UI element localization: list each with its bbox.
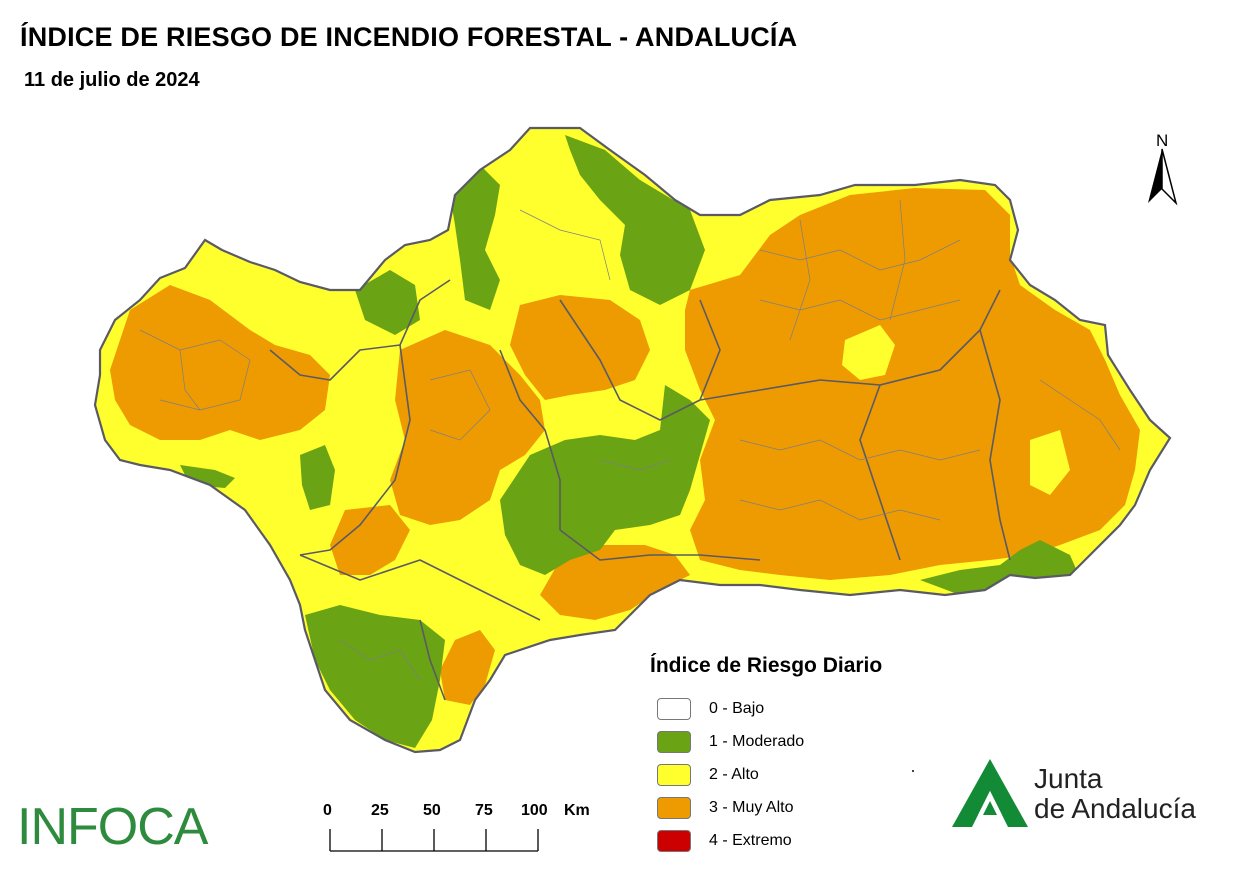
zone-muy-alto-sevilla [390,330,545,525]
legend-title: Índice de Riesgo Diario [650,654,883,677]
zone-alto-almeria [1030,430,1070,495]
junta-andalucia-wordmark: Junta de Andalucía [1034,764,1196,824]
north-arrow-icon [1148,148,1178,206]
scale-unit: Km [564,802,590,819]
map-title: ÍNDICE DE RIESGO DE INCENDIO FORESTAL - … [20,22,798,52]
zone-moderado-coast-east [920,540,1080,595]
stray-dot [912,770,914,772]
scale-tick-25: 25 [371,802,389,819]
legend-item: 4 - Extremo [650,824,882,857]
legend-swatch-bajo [657,697,691,720]
zone-alto-sierra [842,325,895,380]
scale-tick-75: 75 [475,802,493,819]
zone-muy-alto-east [685,188,1140,580]
north-label: N [1156,131,1169,150]
junta-line1: Junta [1034,763,1103,794]
zone-moderado-northwest [450,165,500,310]
zone-muy-alto-cadiz [440,630,495,705]
scale-tick-100: 100 [521,802,548,819]
zone-moderado-sierra-morena [355,270,420,335]
legend: Índice de Riesgo Diario 0 - Bajo 1 - Mod… [650,654,882,857]
zone-moderado-north [565,135,705,305]
map-date: 11 de julio de 2024 [24,69,200,91]
legend-label: 2 - Alto [709,765,759,783]
legend-swatch-alto [657,763,691,786]
zone-moderado-center [500,385,710,575]
scale-tick-50: 50 [423,802,441,819]
municipal-borders [139,199,1121,681]
zone-muy-alto-cordoba [510,295,650,400]
province-borders [269,279,1011,701]
legend-item: 0 - Bajo [650,692,882,725]
legend-item: 1 - Moderado [650,725,882,758]
legend-swatch-moderado [657,730,691,753]
legend-label: 1 - Moderado [709,732,805,750]
zone-moderado-doñana [300,445,335,510]
zone-muy-alto-campina [330,505,410,575]
risk-zones [95,128,1170,752]
scale-bar [329,829,539,852]
legend-swatch-muy-alto [657,796,691,819]
legend-item: 3 - Muy Alto [650,791,882,824]
legend-label: 3 - Muy Alto [709,798,794,816]
junta-andalucia-logo-icon [952,759,1028,827]
legend-label: 4 - Extremo [709,831,792,849]
legend-item: 2 - Alto [650,758,882,791]
infoca-logo: INFOCA [17,798,208,856]
scale-tick-0: 0 [323,802,332,819]
zone-moderado-cadiz-south [305,605,445,748]
zone-muy-alto-malaga [540,545,690,620]
legend-label: 0 - Bajo [709,699,765,717]
junta-line2: de Andalucía [1034,793,1196,824]
legend-swatch-extremo [657,829,691,852]
